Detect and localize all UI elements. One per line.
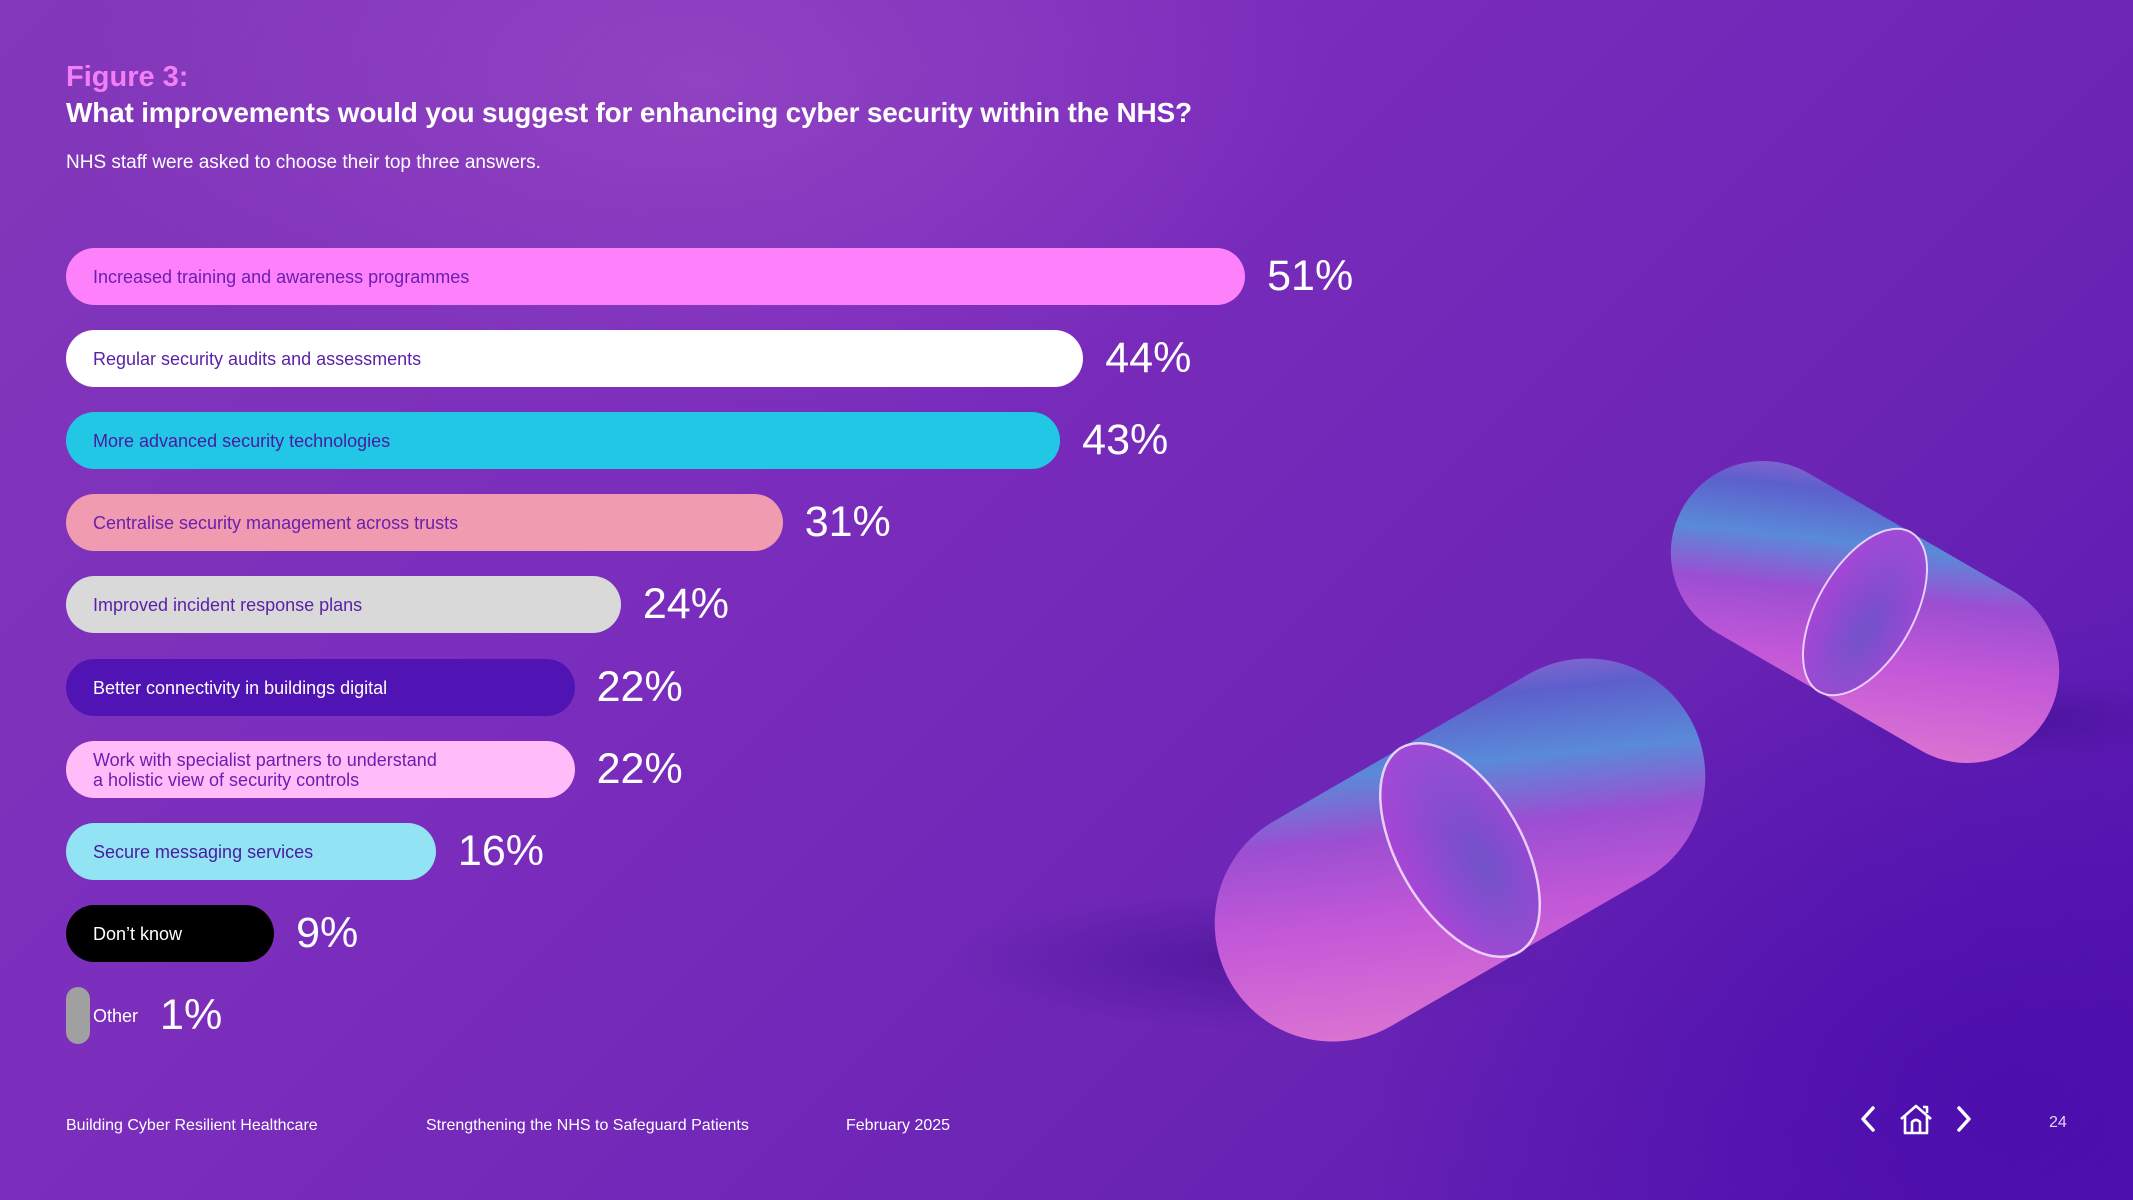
chevron-right-icon[interactable] xyxy=(1954,1104,1974,1139)
bar-category-label: Secure messaging services xyxy=(93,841,314,862)
bar-value-label: 22% xyxy=(596,663,683,711)
bar-value-label: 31% xyxy=(804,498,891,546)
bar xyxy=(66,905,275,962)
home-icon[interactable] xyxy=(1898,1103,1934,1140)
bar xyxy=(66,330,1084,387)
page-number: 24 xyxy=(2049,1114,2067,1131)
bar-value-label: 16% xyxy=(457,827,544,875)
bar-value-label: 44% xyxy=(1105,334,1192,382)
bar-category-label: Improved incident response plans xyxy=(93,594,363,615)
capsule-small xyxy=(1670,461,2060,763)
page-navigation xyxy=(1858,1103,1974,1140)
bar xyxy=(66,659,575,716)
bar-category-label: Regular security audits and assessments xyxy=(93,348,422,369)
bar-category-label: Better connectivity in buildings digital xyxy=(93,677,388,698)
bar-value-label: 24% xyxy=(642,580,729,628)
bar-category-label: Increased training and awareness program… xyxy=(93,266,470,287)
footer-report-title: Building Cyber Resilient Healthcare xyxy=(66,1117,318,1134)
bar-category-label: Don’t know xyxy=(93,923,183,944)
page-title: What improvements would you suggest for … xyxy=(66,97,1192,128)
bar xyxy=(66,823,436,880)
bar-value-label: 9% xyxy=(296,909,359,957)
bar xyxy=(66,248,1246,305)
bar-chart: Increased training and awareness program… xyxy=(66,248,1354,1044)
capsule-shadow xyxy=(1840,680,2133,760)
bar-category-label: Work with specialist partners to underst… xyxy=(93,749,437,790)
bar-category-label: Centralise security management across tr… xyxy=(93,512,459,533)
footer-report-subtitle: Strengthening the NHS to Safeguard Patie… xyxy=(426,1117,749,1134)
bar-category-label: More advanced security technologies xyxy=(93,430,391,451)
bar xyxy=(66,987,90,1044)
footer-date: February 2025 xyxy=(846,1117,951,1134)
bar-value-label: 1% xyxy=(160,991,223,1039)
bar xyxy=(66,412,1061,469)
bar xyxy=(66,576,621,633)
bar xyxy=(66,741,575,798)
bar-value-label: 43% xyxy=(1082,416,1169,464)
bar-category-label: Other xyxy=(93,1005,139,1026)
bar-value-label: 51% xyxy=(1267,252,1354,300)
bar-value-label: 22% xyxy=(596,745,683,793)
header: Figure 3: What improvements would you su… xyxy=(66,60,1192,175)
figure-label: Figure 3: xyxy=(66,61,189,93)
page-subtitle: NHS staff were asked to choose their top… xyxy=(66,152,541,173)
bar xyxy=(66,494,783,551)
chevron-left-icon[interactable] xyxy=(1858,1104,1878,1139)
